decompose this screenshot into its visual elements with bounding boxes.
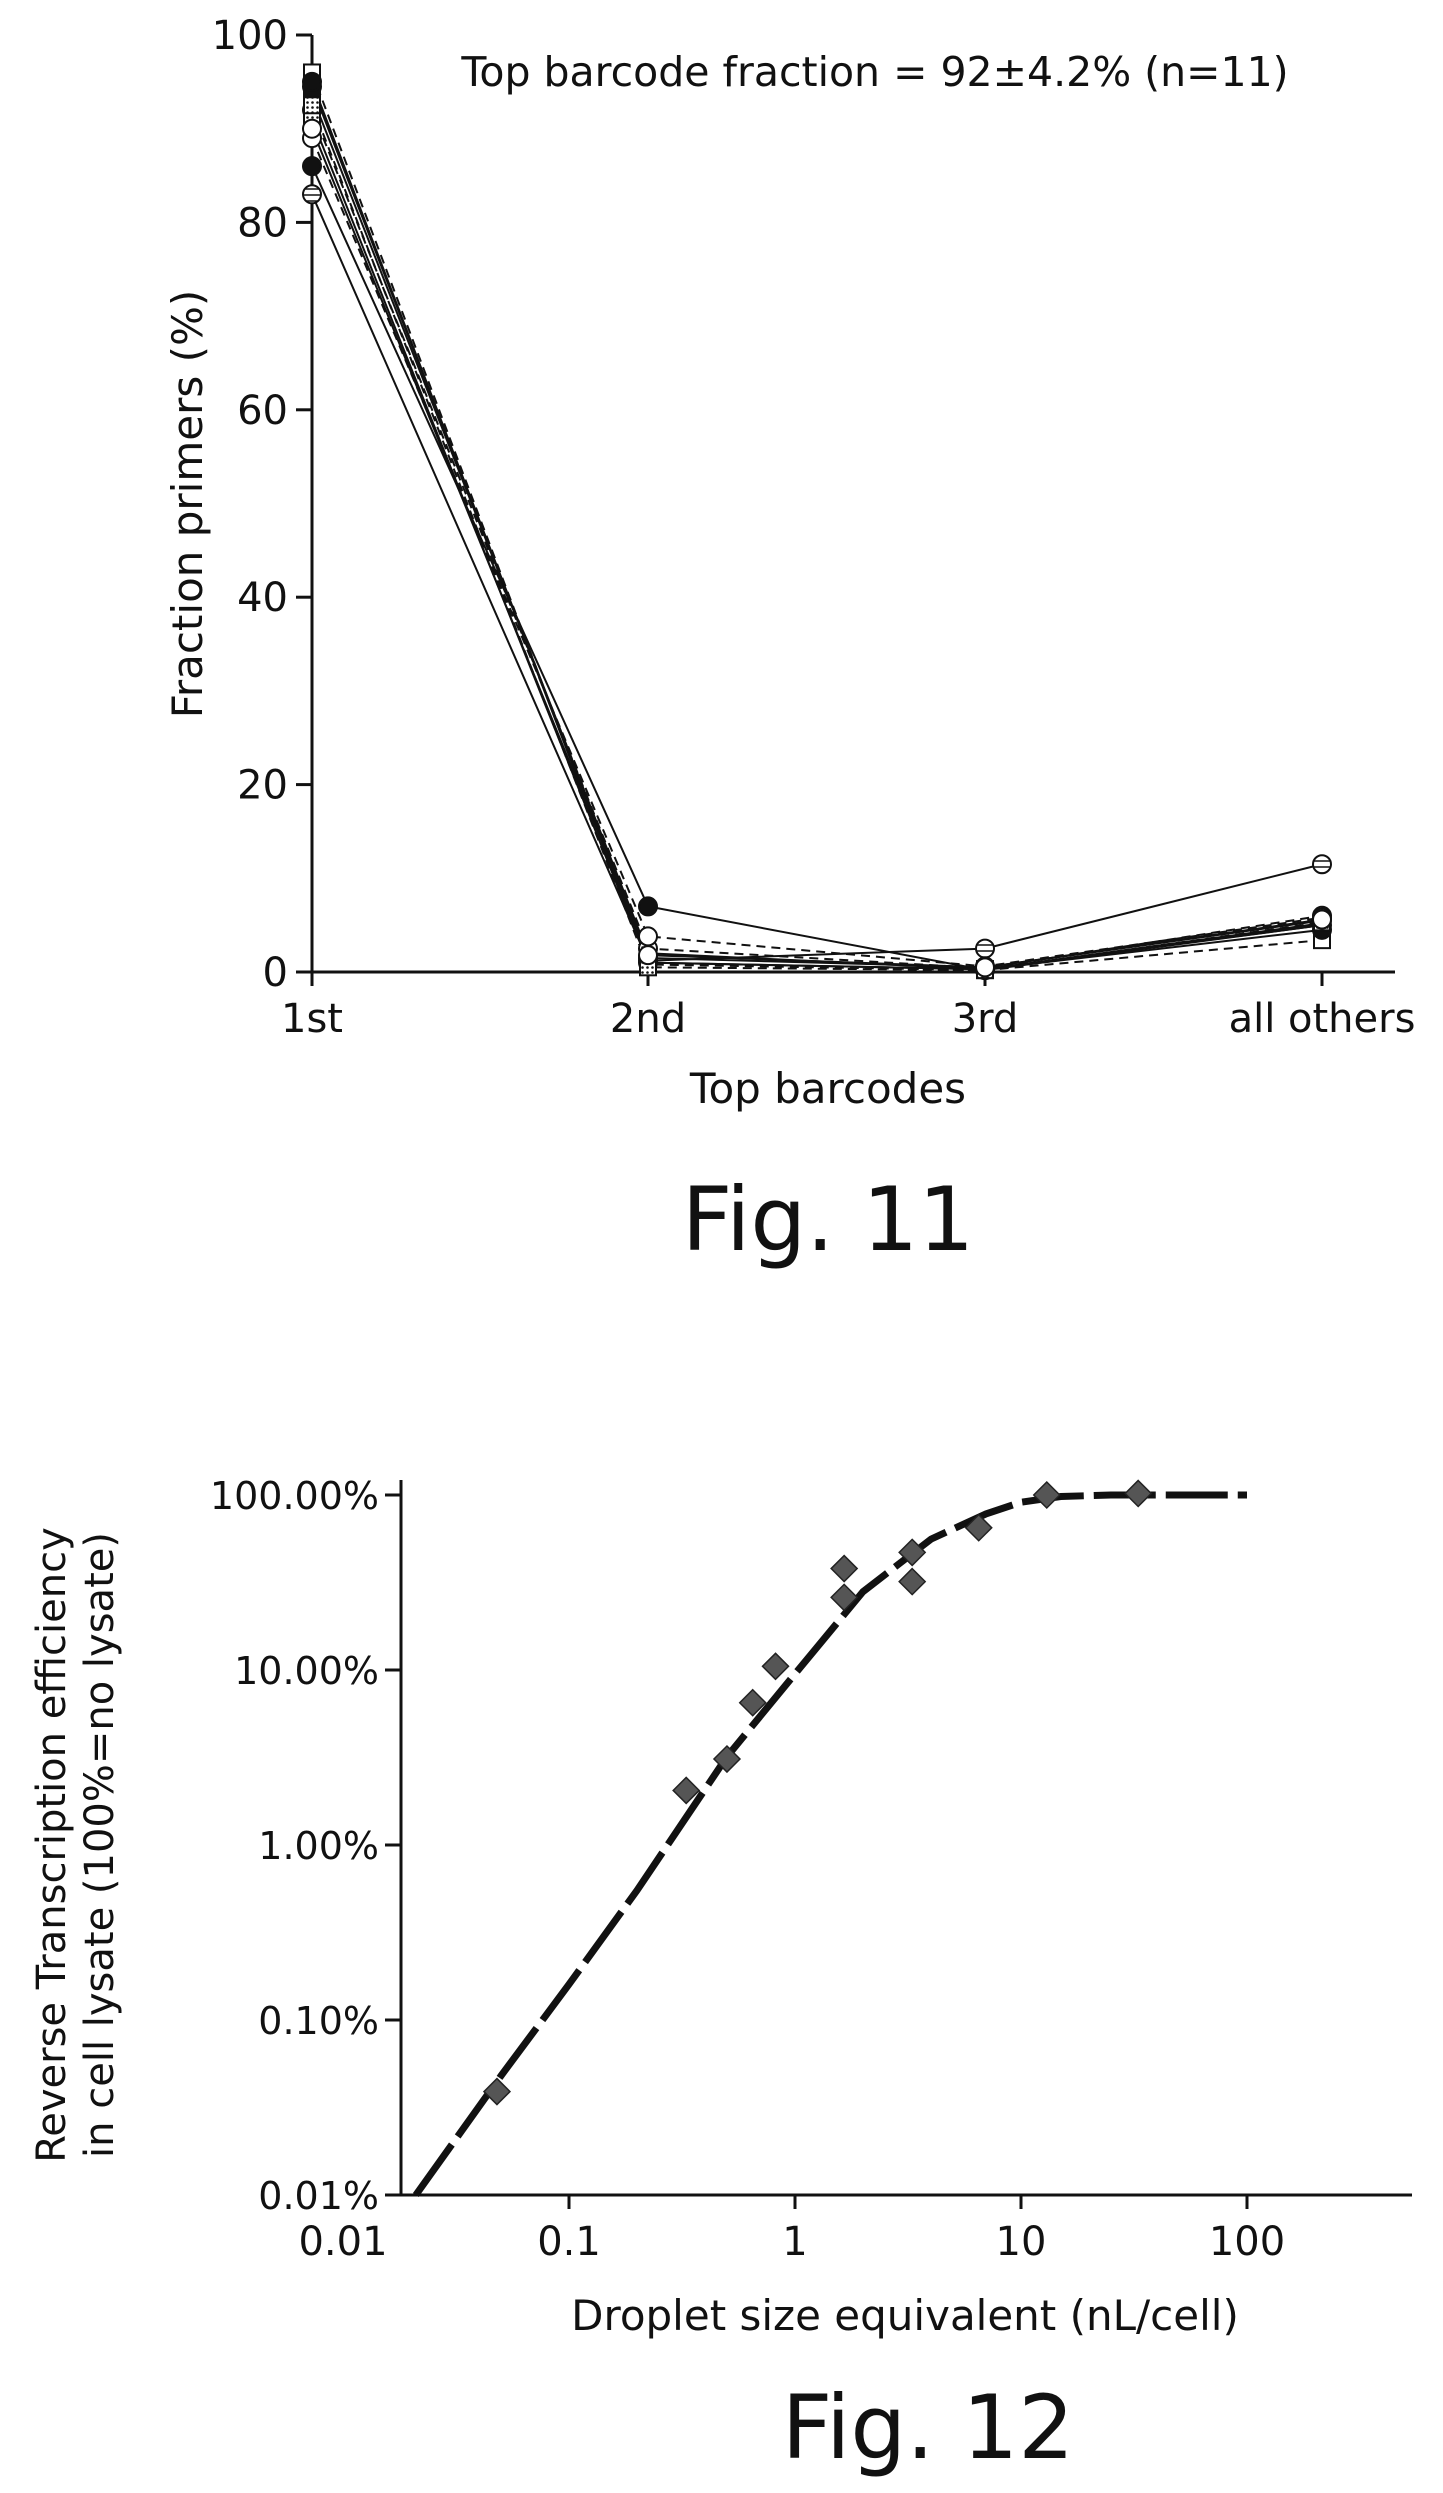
fig12-point (1032, 1480, 1061, 1510)
fig11-point (302, 71, 322, 92)
fig12-y-tick-label: 0.01% (258, 2174, 379, 2218)
fig11-series-line (311, 104, 1323, 972)
fig11-series-line (311, 72, 1323, 972)
fig12-plot: 0.01% 0.10% 1.00% 10.00% 100.00% 0.01 0.1 1 10 1… (210, 1474, 1412, 2265)
fig12-point (964, 1513, 993, 1542)
fig11-point (303, 96, 321, 115)
fig12-point (738, 1688, 767, 1717)
fig12-figure-label: Fig. 12 (782, 2376, 1074, 2479)
fig11-y-tick-label: 40 (237, 575, 288, 621)
fig11-series-line (311, 118, 1323, 971)
fig12-point (898, 1567, 927, 1596)
fig11-annotation: Top barcode fraction = 92±4.2% (n=11) (460, 48, 1288, 96)
fig11-point (638, 945, 658, 966)
fig11-point (1312, 909, 1332, 930)
fig11-x-tick-label: 1st (281, 996, 343, 1042)
fig12-fit-line (412, 1491, 1247, 2198)
fig11-point (975, 938, 995, 959)
fig11-series-line (311, 109, 1323, 970)
fig11-point (975, 957, 995, 978)
fig11-y-axis-label: Fraction primers (%) (163, 290, 212, 719)
fig11-series-line (311, 128, 1323, 969)
fig11-point (638, 896, 658, 917)
fig12-x-tick-label: 1 (782, 2219, 807, 2265)
fig12-y-tick-label: 100.00% (210, 1474, 379, 1518)
fig11-x-tick-label: 2nd (610, 996, 686, 1042)
fig12-point (761, 1652, 790, 1681)
fig12-x-tick-label: 0.01 (298, 2219, 387, 2265)
fig11-series-line (311, 165, 1323, 972)
fig12-point (672, 1776, 701, 1805)
fig11-x-axis-label: Top barcodes (689, 1064, 966, 1113)
fig11-y-tick-label: 0 (263, 950, 288, 996)
fig11-series-line (311, 193, 1323, 962)
fig11-figure-label: Fig. 11 (682, 1168, 974, 1271)
fig11-plot: 0 20 40 60 80 100 1st 2nd 3rd all others (212, 13, 1416, 1042)
fig11-point (302, 156, 322, 177)
fig11-series-line (311, 86, 1323, 969)
fig11-point (1312, 854, 1332, 875)
fig12-x-tick-label: 100 (1209, 2219, 1285, 2265)
fig11-series-line (311, 137, 1323, 968)
fig11-point (302, 184, 322, 205)
fig12-point (712, 1744, 742, 1774)
fig12-point (898, 1538, 927, 1567)
fig12-y-axis-label-line2: in cell lysate (100%=no lysate) (77, 1532, 123, 2158)
fig11-series-line (311, 81, 1323, 971)
fig11-y-tick-label: 20 (237, 763, 288, 809)
fig11-chart: 0 20 40 60 80 100 1st 2nd 3rd all others Top bar… (163, 13, 1416, 1271)
fig11-point (638, 926, 658, 947)
fig11-y-tick-label: 80 (237, 200, 288, 246)
fig12-y-tick-label: 1.00% (258, 1824, 379, 1868)
fig11-x-tick-label: 3rd (952, 996, 1019, 1042)
fig12-y-tick-label: 10.00% (234, 1649, 379, 1693)
fig12-point (830, 1554, 859, 1583)
fig12-y-tick-label: 0.10% (258, 1999, 379, 2043)
fig12-x-tick-label: 0.1 (537, 2219, 601, 2265)
fig11-y-tick-label: 60 (237, 388, 288, 434)
fig12-point (1124, 1479, 1153, 1508)
fig12-x-tick-label: 10 (996, 2219, 1047, 2265)
fig12-y-axis-label-line1: Reverse Transcription efficiency (29, 1527, 75, 2163)
fig12-x-axis-label: Droplet size equivalent (nL/cell) (571, 2291, 1239, 2340)
fig12-point (482, 2077, 512, 2106)
fig12-point (830, 1583, 859, 1612)
fig11-series-line (311, 95, 1323, 971)
fig11-x-tick-label: all others (1229, 996, 1416, 1042)
fig11-y-tick-label: 100 (212, 13, 288, 59)
fig11-point (302, 118, 322, 139)
